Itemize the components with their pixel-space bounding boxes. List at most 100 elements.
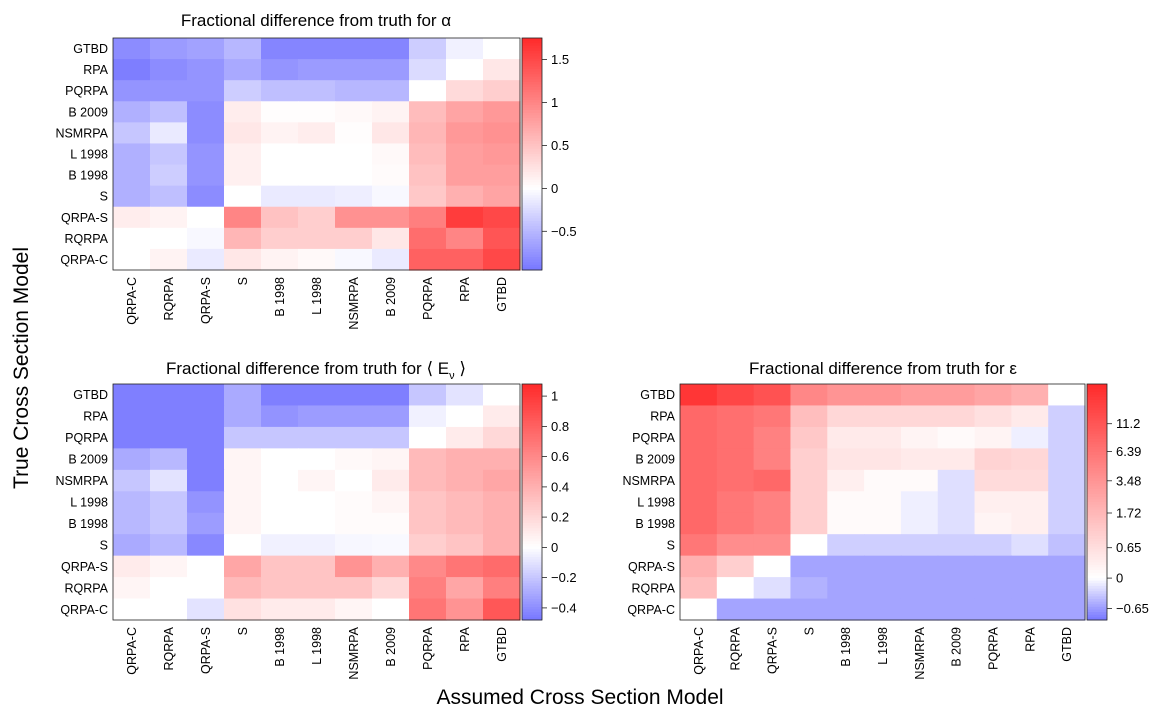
heatmap-cell	[483, 577, 521, 600]
heatmap-cell	[298, 185, 336, 208]
heatmap-cell	[900, 577, 939, 600]
heatmap-cell	[937, 448, 976, 471]
colorbar-segment	[1087, 596, 1107, 600]
colorbar-segment	[522, 233, 542, 237]
heatmap-cell	[409, 122, 447, 145]
colorbar-segment	[522, 179, 542, 183]
heatmap-cell	[409, 80, 447, 102]
colorbar-segment	[522, 94, 542, 98]
colorbar-segment	[522, 612, 542, 616]
colorbar-segment	[1087, 452, 1107, 456]
column-tick-label: NSMRPA	[913, 626, 927, 679]
heatmap-cell	[187, 122, 225, 145]
colorbar-segment	[1087, 431, 1107, 435]
heatmap-cell	[716, 469, 755, 492]
heatmap-cell	[937, 555, 976, 578]
heatmap-cell	[298, 38, 336, 60]
heatmap-cell	[335, 469, 373, 492]
colorbar-segment	[1087, 494, 1107, 498]
colorbar-segment	[522, 187, 542, 191]
heatmap-cell	[224, 491, 262, 514]
heatmap-cell	[753, 491, 792, 514]
heatmap-cell	[409, 469, 447, 492]
heatmap-cell	[483, 426, 521, 449]
heatmap-cell	[224, 534, 262, 557]
heatmap-cell	[335, 101, 373, 123]
heatmap-cell	[1048, 448, 1086, 471]
colorbar-segment	[1087, 617, 1107, 621]
heatmap-cell	[446, 80, 484, 102]
heatmap-cell	[790, 534, 828, 557]
colorbar-segment	[522, 483, 542, 487]
heatmap-cell	[150, 448, 188, 471]
heatmap-cell	[113, 577, 151, 600]
heatmap-cell	[483, 227, 521, 250]
heatmap-cell	[446, 59, 484, 81]
row-tick-label: RQRPA	[64, 581, 108, 595]
colorbar-segment	[522, 128, 542, 132]
heatmap-cell	[446, 491, 484, 514]
colorbar-segment	[522, 254, 542, 258]
heatmap-cell	[974, 555, 1012, 578]
heatmap-cell	[409, 38, 447, 60]
heatmap-cell	[372, 227, 410, 250]
heatmap-cell	[150, 577, 188, 600]
heatmap-cell	[261, 227, 299, 250]
heatmap-cell	[335, 248, 373, 271]
heatmap-cell	[790, 426, 828, 449]
heatmap-panel-1: Fractional difference from truth for α GT…	[55, 11, 576, 330]
colorbar-segment	[522, 391, 542, 395]
colorbar-segment	[522, 120, 542, 124]
colorbar-segment	[522, 428, 542, 432]
row-tick-label: RPA	[83, 410, 108, 424]
heatmap-cell	[150, 405, 188, 428]
column-tick-label: RQRPA	[162, 626, 176, 670]
heatmap-cell	[937, 491, 976, 514]
heatmap-cell	[335, 577, 373, 600]
colorbar-segment	[522, 415, 542, 419]
colorbar-segment	[1087, 578, 1107, 582]
colorbar-segment	[522, 588, 542, 592]
chart-title: Fractional difference from truth for ε	[749, 359, 1017, 378]
heatmap-cell	[409, 185, 447, 208]
heatmap-cell	[1048, 512, 1086, 535]
heatmap-cell	[150, 227, 188, 250]
colorbar-segment	[522, 215, 542, 219]
colorbar-segment	[522, 221, 542, 225]
heatmap-cell	[372, 206, 410, 229]
colorbar-segment	[522, 562, 542, 566]
heatmap-cell	[409, 384, 447, 407]
heatmap-cell	[224, 206, 262, 229]
heatmap-cell	[446, 534, 484, 557]
heatmap-cell	[483, 555, 521, 578]
colorbar-segment	[522, 457, 542, 461]
colorbar-segment	[522, 110, 542, 114]
heatmap-cell	[937, 426, 976, 449]
colorbar-segment	[522, 169, 542, 173]
heatmap-cell	[1048, 384, 1086, 407]
heatmap-cell	[900, 534, 939, 557]
colorbar-tick-label: 0.6	[551, 449, 569, 464]
heatmap-cell	[1048, 555, 1086, 578]
heatmap-cell	[680, 426, 718, 449]
heatmap-cell	[1011, 512, 1049, 535]
colorbar-segment	[522, 133, 542, 137]
heatmap-cell	[483, 206, 521, 229]
colorbar-segment	[522, 517, 542, 521]
heatmap-cell	[937, 598, 976, 621]
colorbar-frame	[521, 383, 543, 621]
heatmap-cell	[753, 405, 792, 428]
colorbar-segment	[522, 441, 542, 445]
colorbar-tick-label: 3.48	[1116, 473, 1141, 488]
heatmap-cell	[1011, 491, 1049, 514]
colorbar-segment	[522, 475, 542, 479]
colorbar-tick-label: 0.5	[551, 138, 569, 153]
heatmap-cell	[409, 577, 447, 600]
colorbar-tick-label: 0.8	[551, 419, 569, 434]
colorbar-segment	[1087, 559, 1107, 563]
heatmap-cell	[150, 80, 188, 102]
heatmap-cell	[937, 384, 976, 407]
heatmap-cell	[483, 164, 521, 187]
colorbar-segment	[1087, 439, 1107, 443]
heatmap-cell	[1048, 405, 1086, 428]
